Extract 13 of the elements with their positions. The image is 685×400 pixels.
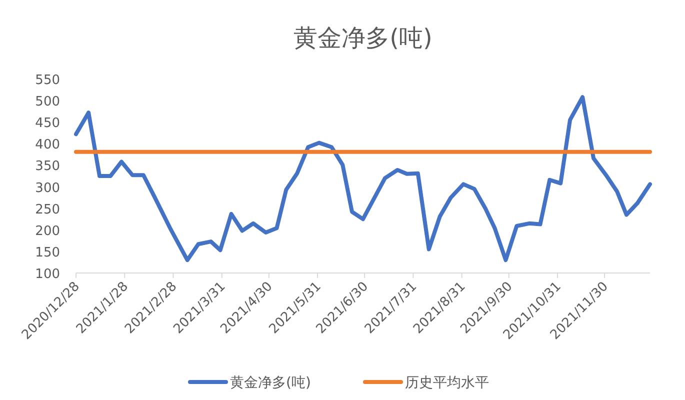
y-tick-label: 100 bbox=[35, 267, 60, 282]
y-tick-label: 300 bbox=[35, 180, 60, 196]
legend-label: 黄金净多(吨) bbox=[230, 375, 311, 391]
legend-label: 历史平均水平 bbox=[405, 375, 489, 391]
y-tick-label: 400 bbox=[35, 138, 60, 153]
y-tick-label: 550 bbox=[35, 73, 60, 88]
y-tick-label: 250 bbox=[35, 202, 60, 218]
y-tick-label: 200 bbox=[35, 224, 60, 239]
chart-title: 黄金净多(吨) bbox=[294, 24, 432, 52]
y-tick-label: 500 bbox=[35, 94, 60, 110]
y-tick-label: 450 bbox=[35, 116, 60, 132]
y-tick-label: 350 bbox=[35, 159, 60, 174]
y-tick-label: 150 bbox=[35, 245, 60, 260]
